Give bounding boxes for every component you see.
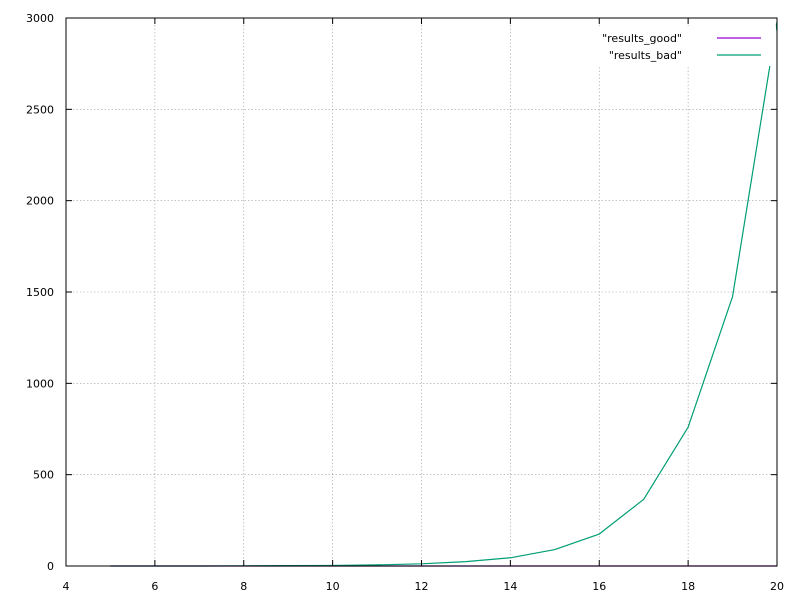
x-tick-label: 8: [240, 580, 247, 593]
y-tick-label: 500: [33, 469, 54, 482]
x-tick-label: 12: [415, 580, 429, 593]
x-tick-label: 4: [63, 580, 70, 593]
y-tick-label: 1500: [26, 286, 54, 299]
x-tick-label: 10: [326, 580, 340, 593]
series-line-1: [110, 21, 778, 567]
series-lines: [110, 21, 778, 567]
x-tick-label: 16: [592, 580, 606, 593]
legend: "results_good" "results_bad": [588, 26, 776, 66]
legend-label-0: "results_good": [602, 32, 682, 45]
y-tick-labels: 0 500 1000 1500 2000 2500 3000: [26, 12, 54, 573]
x-tick-label: 14: [503, 580, 517, 593]
grid: [66, 18, 777, 566]
y-tick-label: 1000: [26, 377, 54, 390]
y-tick-label: 3000: [26, 12, 54, 25]
x-tick-label: 18: [681, 580, 695, 593]
legend-box: [588, 26, 776, 66]
y-tick-label: 2500: [26, 103, 54, 116]
y-tick-label: 0: [47, 560, 54, 573]
legend-label-1: "results_bad": [609, 49, 682, 62]
x-tick-label: 20: [770, 580, 784, 593]
x-tick-labels: 4 6 8 10 12 14 16 18 20: [63, 580, 785, 593]
x-tick-label: 6: [151, 580, 158, 593]
y-tick-label: 2000: [26, 195, 54, 208]
tick-marks: [65, 17, 778, 567]
